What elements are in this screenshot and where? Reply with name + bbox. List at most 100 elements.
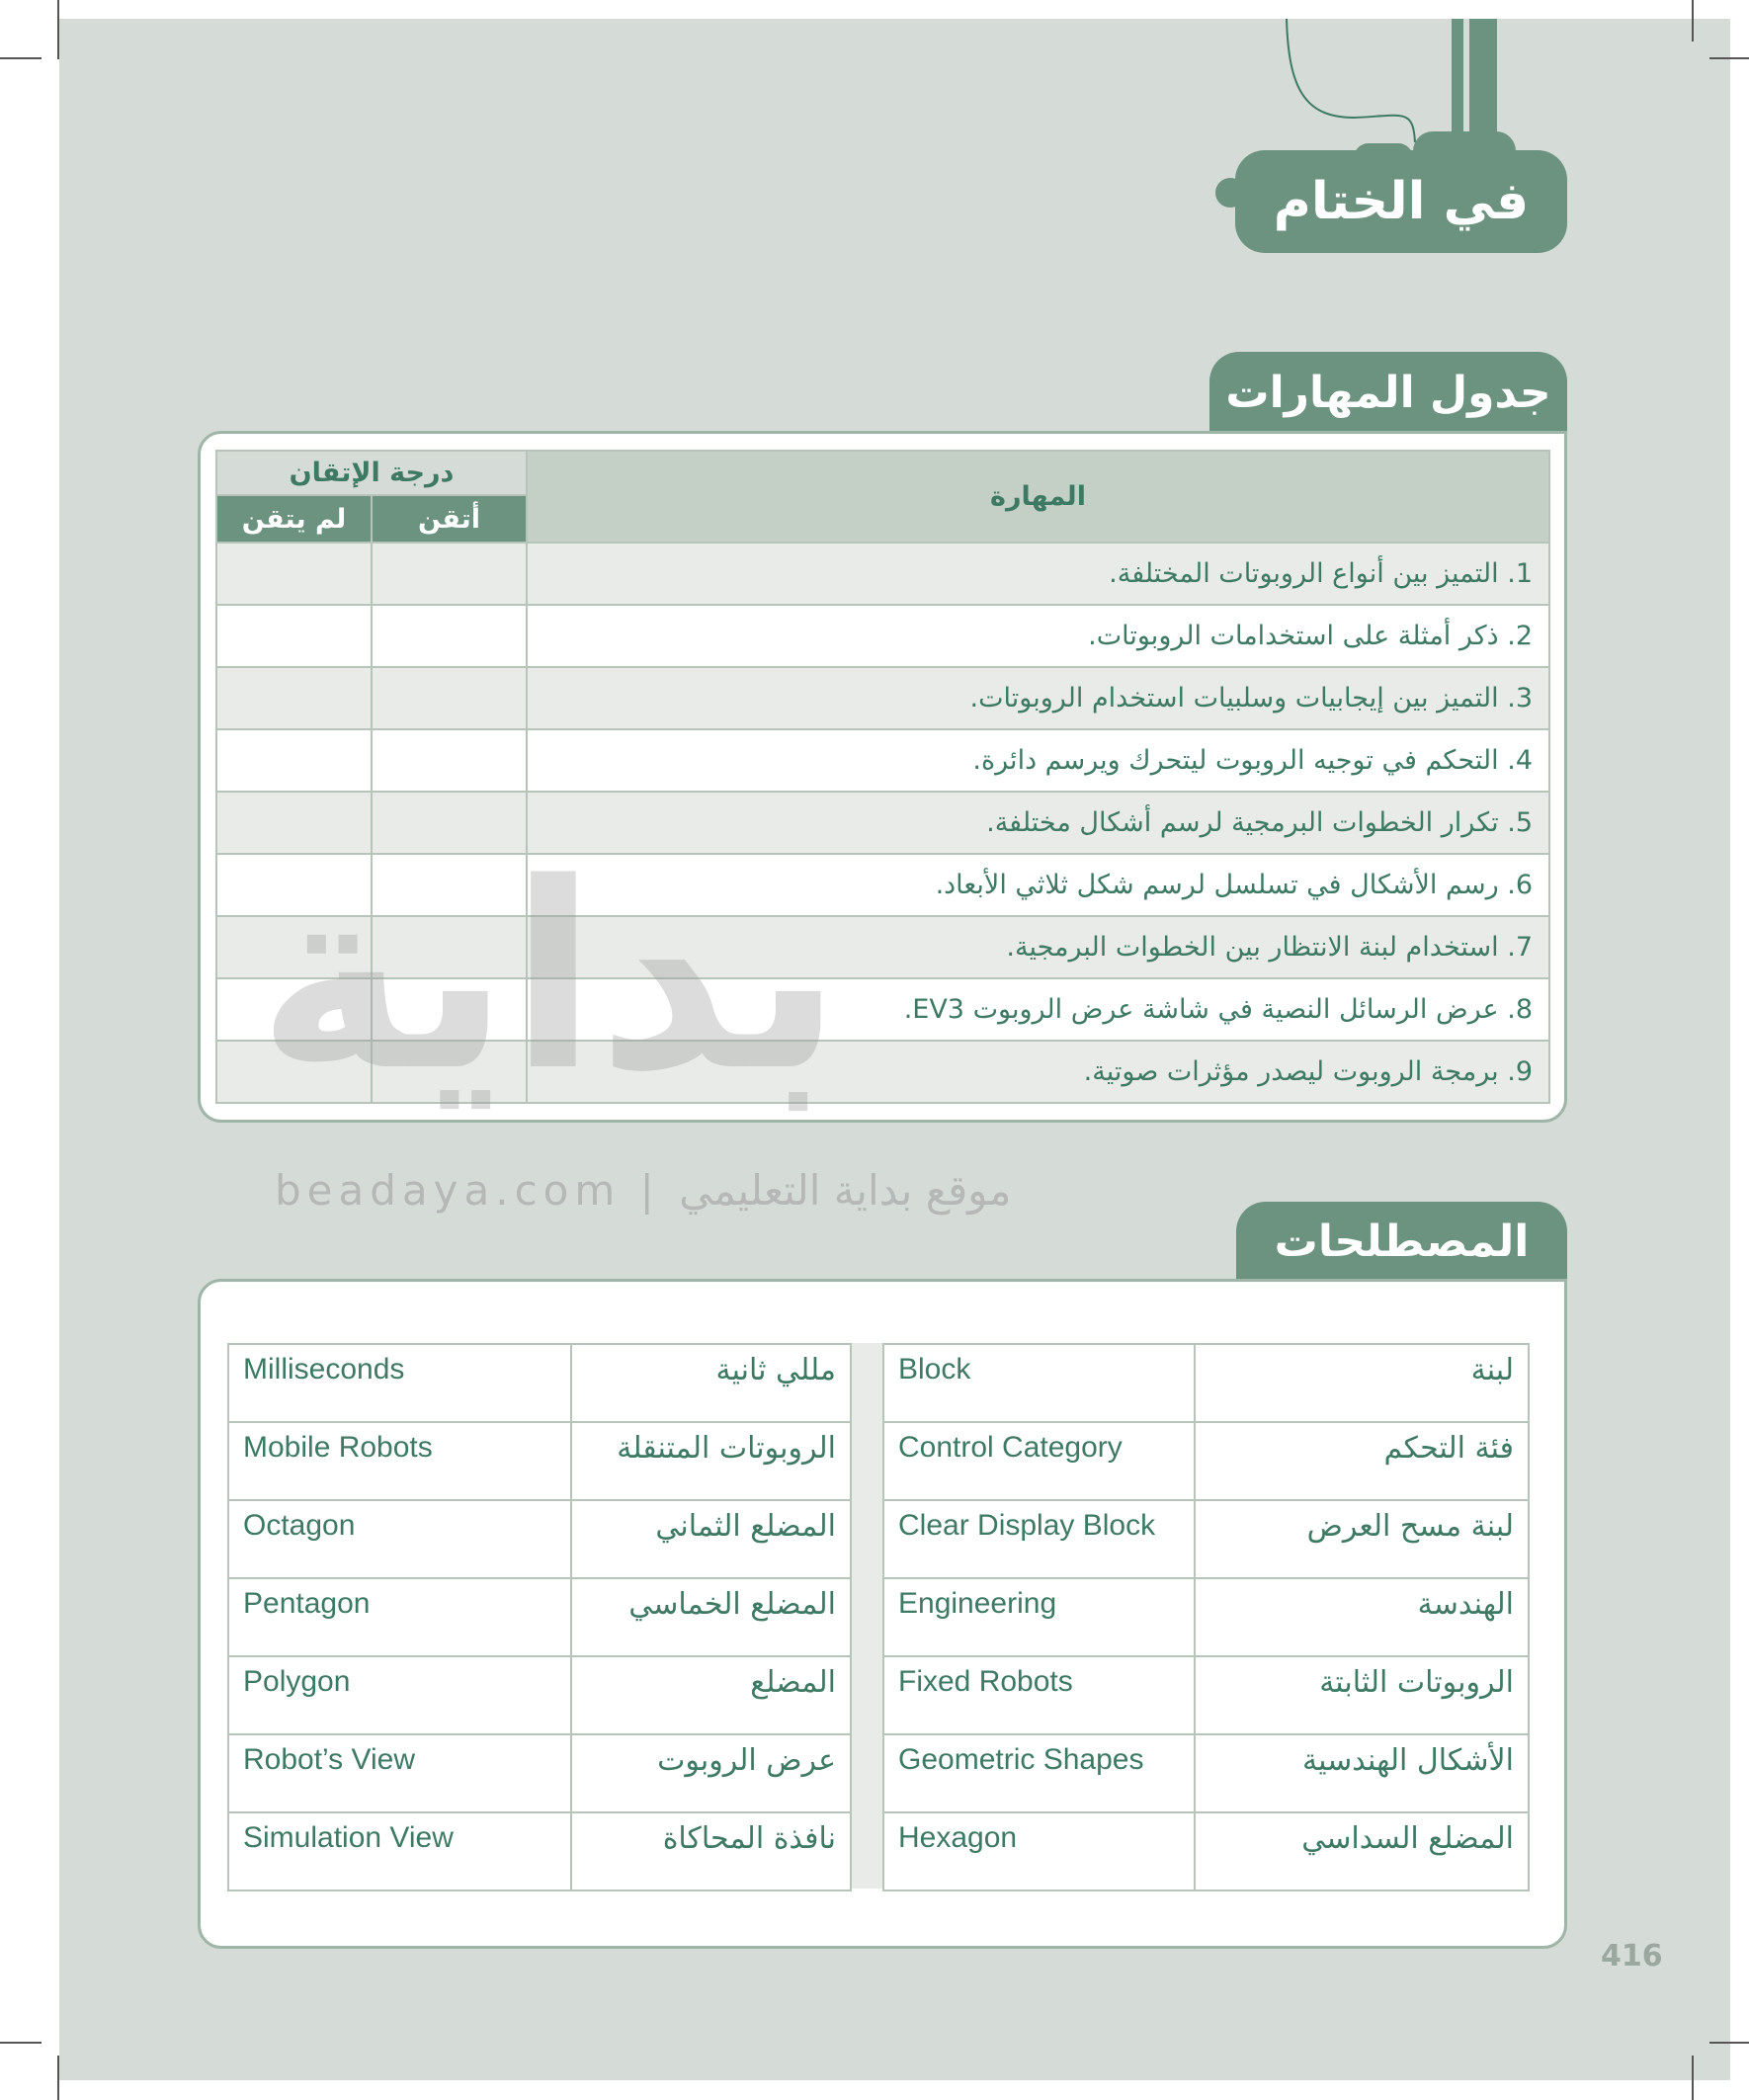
skill-row: 7. استخدام لبنة الانتظار بين الخطوات الب… [215,915,1550,979]
skill-text: 4. التحكم في توجيه الروبوت ليتحرك ويرسم … [526,728,1550,793]
term-row: فئة التحكم Control Category [882,1421,1530,1501]
skill-row: 5. تكرار الخطوات البرمجية لرسم أشكال مخت… [215,791,1550,855]
terms-title: المصطلحات [1236,1202,1567,1281]
not-mastered-cell[interactable] [215,542,373,606]
term-arabic: فئة التحكم [1194,1421,1530,1501]
term-english: Milliseconds [227,1343,572,1423]
divider [852,1343,882,1889]
crop-mark [1692,0,1694,42]
mastered-cell[interactable] [371,915,528,979]
term-english: Simulation View [227,1811,572,1891]
skill-column-header: المهارة [526,450,1550,544]
terms-table-right: لبنة Block فئة التحكم Control Category لبنة … [882,1343,1530,1891]
term-row: المضلع السداسي Hexagon [882,1811,1530,1891]
terms-table-left: مللي ثانية Milliseconds الروبوتات المتنقلة… [227,1343,852,1891]
crop-mark [1709,57,1749,59]
term-arabic: الهندسة [1194,1577,1530,1657]
term-english: Polygon [227,1655,572,1735]
skill-row: 6. رسم الأشكال في تسلسل لرسم شكل ثلاثي ا… [215,853,1550,917]
term-row: لبنة Block [882,1343,1530,1423]
term-arabic: المضلع الثماني [570,1499,852,1579]
skill-row: 3. التميز بين إيجابيات وسلبيات استخدام ا… [215,666,1550,730]
term-arabic: المضلع الخماسي [570,1577,852,1657]
mastered-cell[interactable] [371,666,528,730]
skill-text: 8. عرض الرسائل النصية في شاشة عرض الروبو… [526,977,1550,1042]
skill-text: 6. رسم الأشكال في تسلسل لرسم شكل ثلاثي ا… [526,853,1550,917]
term-row: لبنة مسح العرض Clear Display Block [882,1499,1530,1579]
not-mastered-cell[interactable] [215,853,373,917]
mastered-cell[interactable] [371,853,528,917]
not-mastered-cell[interactable] [215,666,373,730]
term-english: Block [882,1343,1196,1423]
skill-row: 4. التحكم في توجيه الروبوت ليتحرك ويرسم … [215,728,1550,793]
not-mastered-cell[interactable] [215,604,373,668]
mastered-cell[interactable] [371,604,528,668]
term-row: مللي ثانية Milliseconds [227,1343,852,1423]
term-english: Hexagon [882,1811,1196,1891]
term-arabic: الروبوتات الثابتة [1194,1655,1530,1735]
mastery-column-header: درجة الإتقان [215,450,528,496]
skill-row: 1. التميز بين أنواع الروبوتات المختلفة. [215,542,1550,606]
mastered-cell[interactable] [371,977,528,1042]
skill-row: 2. ذكر أمثلة على استخدامات الروبوتات. [215,604,1550,668]
term-english: Control Category [882,1421,1196,1501]
skill-text: 7. استخدام لبنة الانتظار بين الخطوات الب… [526,915,1550,979]
mastered-cell[interactable] [371,791,528,855]
crop-mark [1692,2056,1694,2100]
mastered-cell[interactable] [371,542,528,606]
crop-mark [0,57,42,59]
cable-icon [1286,19,1416,143]
term-english: Pentagon [227,1577,572,1657]
term-row: نافذة المحاكاة Simulation View [227,1811,852,1891]
term-english: Octagon [227,1499,572,1579]
term-english: Geometric Shapes [882,1733,1196,1813]
skill-text: 2. ذكر أمثلة على استخدامات الروبوتات. [526,604,1550,668]
skill-text: 5. تكرار الخطوات البرمجية لرسم أشكال مخت… [526,791,1550,855]
section-title: في الختام [1235,150,1567,253]
skills-title: جدول المهارات [1209,352,1567,433]
not-mastered-cell[interactable] [215,728,373,793]
skill-text: 1. التميز بين أنواع الروبوتات المختلفة. [526,542,1550,606]
term-row: المضلع الثماني Octagon [227,1499,852,1579]
term-arabic: عرض الروبوت [570,1733,852,1813]
crop-mark [1709,2042,1749,2044]
term-english: Fixed Robots [882,1655,1196,1735]
not-mastered-header: لم يتقن [215,494,373,544]
skills-table: المهارة درجة الإتقان أتقن لم يتقن 1. الت… [215,450,1550,1104]
term-row: عرض الروبوت Robot’s View [227,1733,852,1813]
term-arabic: لبنة مسح العرض [1194,1499,1530,1579]
skill-row: 9. برمجة الروبوت ليصدر مؤثرات صوتية. [215,1040,1550,1104]
mastered-header: أتقن [371,494,528,544]
term-row: الأشكال الهندسية Geometric Shapes [882,1733,1530,1813]
pole-decoration [1469,19,1497,147]
term-row: المضلع الخماسي Pentagon [227,1577,852,1657]
not-mastered-cell[interactable] [215,1040,373,1104]
term-arabic: نافذة المحاكاة [570,1811,852,1891]
term-arabic: لبنة [1194,1343,1530,1423]
term-arabic: المضلع السداسي [1194,1811,1530,1891]
skill-row: 8. عرض الرسائل النصية في شاشة عرض الروبو… [215,977,1550,1042]
crop-mark [0,2042,42,2044]
term-row: المضلع Polygon [227,1655,852,1735]
not-mastered-cell[interactable] [215,791,373,855]
not-mastered-cell[interactable] [215,915,373,979]
term-english: Mobile Robots [227,1421,572,1501]
term-english: Robot’s View [227,1733,572,1813]
crop-mark [57,0,59,59]
skill-text: 9. برمجة الروبوت ليصدر مؤثرات صوتية. [526,1040,1550,1104]
crop-mark [57,2056,59,2100]
page-number: 416 [1601,1939,1663,1974]
term-row: الروبوتات الثابتة Fixed Robots [882,1655,1530,1735]
pole-decoration [1452,19,1463,147]
term-arabic: الأشكال الهندسية [1194,1733,1530,1813]
term-arabic: المضلع [570,1655,852,1735]
term-english: Engineering [882,1577,1196,1657]
not-mastered-cell[interactable] [215,977,373,1042]
mastered-cell[interactable] [371,1040,528,1104]
term-english: Clear Display Block [882,1499,1196,1579]
skill-text: 3. التميز بين إيجابيات وسلبيات استخدام ا… [526,666,1550,730]
mastered-cell[interactable] [371,728,528,793]
term-arabic: الروبوتات المتنقلة [570,1421,852,1501]
term-row: الهندسة Engineering [882,1577,1530,1657]
term-row: الروبوتات المتنقلة Mobile Robots [227,1421,852,1501]
